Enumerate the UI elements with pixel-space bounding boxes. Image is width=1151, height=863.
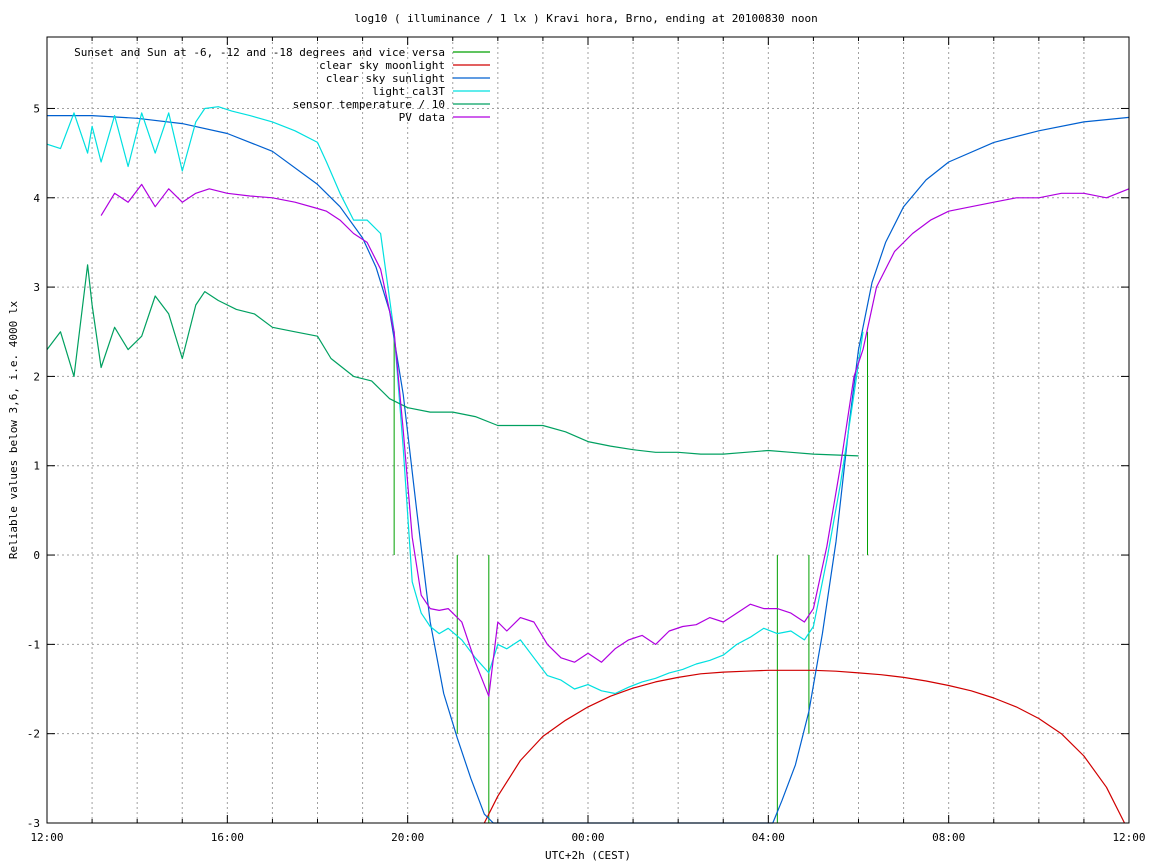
y-axis-label: Reliable values below 3,6, i.e. 4000 lx: [7, 300, 20, 559]
x-tick-label: 08:00: [932, 831, 965, 844]
y-tick-label: 2: [33, 370, 40, 383]
legend-label: clear sky moonlight: [319, 59, 445, 72]
legend-label: light_cal3T: [372, 85, 445, 98]
y-tick-label: 3: [33, 281, 40, 294]
y-tick-label: -3: [27, 817, 40, 830]
x-tick-label: 12:00: [30, 831, 63, 844]
axis-ticks: [46, 37, 1130, 824]
x-tick-label: 20:00: [391, 831, 424, 844]
chart-title: log10 ( illuminance / 1 lx ) Kravi hora,…: [354, 12, 818, 25]
legend-label: sensor temperature / 10: [293, 98, 445, 111]
y-tick-label: 0: [33, 549, 40, 562]
y-tick-label: 4: [33, 192, 40, 205]
x-axis-tick-labels: 12:00 16:00 20:00 00:00 04:00 08:00 12:00: [30, 831, 1145, 844]
x-axis-label: UTC+2h (CEST): [545, 849, 631, 862]
x-tick-label: 12:00: [1112, 831, 1145, 844]
series-line-clear-sky-sunlight: [47, 114, 1130, 824]
y-axis-tick-labels: -3 -2 -1 0 1 2 3 4 5: [27, 102, 41, 830]
x-tick-label: 04:00: [752, 831, 785, 844]
x-tick-label: 00:00: [571, 831, 604, 844]
x-tick-label: 16:00: [211, 831, 244, 844]
legend-label: clear sky sunlight: [326, 72, 445, 85]
legend-label: PV data: [399, 111, 445, 124]
legend-label: Sunset and Sun at -6, -12 and -18 degree…: [74, 46, 445, 59]
series-line-light-cal3t: [46, 106, 864, 695]
legend: Sunset and Sun at -6, -12 and -18 degree…: [74, 46, 490, 124]
series-line-sensor-temperature-10: [46, 264, 859, 457]
y-tick-label: -1: [27, 638, 40, 651]
grid: [47, 37, 1129, 823]
y-tick-label: 1: [33, 460, 40, 473]
plot-area: [46, 106, 1130, 824]
series-line-pv-data: [100, 183, 1130, 697]
y-tick-label: -2: [27, 728, 40, 741]
y-tick-label: 5: [33, 102, 40, 115]
series-line-clear-sky-moonlight: [483, 669, 1126, 824]
series-sunset-and-sun-at-6-12-and-18-degrees-and-vice-versa: [393, 331, 869, 823]
